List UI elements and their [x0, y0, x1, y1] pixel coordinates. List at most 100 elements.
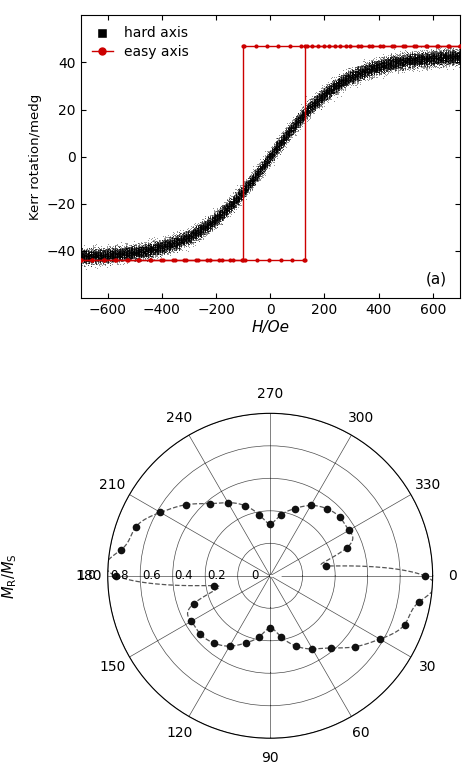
- Point: [222, 205, 230, 217]
- Point: [81, 251, 89, 263]
- Point: [399, 54, 407, 66]
- Point: [161, 241, 169, 253]
- Point: [173, 236, 181, 248]
- Point: [77, 251, 84, 263]
- Point: [196, 228, 204, 240]
- Point: [423, 58, 431, 70]
- Point: [94, 248, 102, 260]
- Point: [205, 215, 213, 228]
- Point: [441, 57, 449, 69]
- Point: [301, 102, 309, 115]
- Point: [173, 237, 181, 249]
- Point: [237, 188, 244, 201]
- Point: [192, 227, 200, 239]
- Point: [91, 250, 99, 262]
- Point: [368, 64, 375, 76]
- Point: [189, 228, 196, 240]
- Point: [294, 115, 301, 127]
- Point: [405, 62, 413, 75]
- Point: [108, 253, 115, 265]
- Point: [207, 220, 214, 232]
- Point: [106, 250, 113, 262]
- Point: [182, 232, 190, 245]
- Point: [156, 241, 164, 253]
- Point: [286, 125, 294, 138]
- Point: [430, 54, 438, 66]
- Point: [281, 129, 288, 141]
- Point: [217, 209, 224, 221]
- Point: [224, 204, 231, 216]
- Point: [285, 135, 292, 147]
- Point: [235, 191, 242, 204]
- Point: [224, 204, 232, 216]
- Point: [404, 53, 411, 65]
- Point: [124, 242, 131, 255]
- Point: [124, 254, 132, 266]
- Point: [184, 239, 192, 251]
- Point: [217, 211, 225, 224]
- Point: [272, 146, 279, 158]
- Point: [235, 195, 243, 207]
- Point: [410, 48, 418, 61]
- Point: [142, 247, 150, 259]
- Point: [397, 58, 405, 71]
- Point: [152, 244, 159, 256]
- Point: [286, 128, 293, 140]
- Point: [262, 150, 270, 162]
- Point: [261, 156, 269, 168]
- Point: [215, 210, 222, 222]
- Point: [358, 68, 366, 80]
- Point: [284, 131, 292, 143]
- Point: [346, 71, 354, 83]
- Point: [367, 60, 375, 72]
- Point: [258, 167, 265, 179]
- Point: [435, 50, 443, 62]
- Point: [113, 246, 121, 258]
- Point: [281, 132, 289, 145]
- Point: [386, 55, 394, 67]
- Point: [429, 52, 437, 65]
- Point: [86, 246, 93, 258]
- Point: [158, 244, 166, 256]
- Point: [242, 181, 250, 193]
- Point: [289, 120, 296, 132]
- Point: [190, 237, 197, 249]
- Point: [273, 146, 280, 158]
- Point: [292, 114, 299, 126]
- Point: [280, 132, 288, 145]
- Point: [406, 56, 413, 68]
- Point: [234, 186, 241, 198]
- Point: [133, 248, 140, 261]
- Point: [447, 47, 454, 59]
- Point: [155, 240, 162, 252]
- Point: [116, 250, 124, 262]
- Point: [247, 180, 255, 192]
- Point: [170, 242, 177, 255]
- Point: [237, 183, 244, 195]
- Point: [83, 252, 91, 265]
- Point: [329, 85, 337, 97]
- Point: [274, 143, 282, 155]
- Point: [310, 95, 318, 108]
- Point: [356, 67, 363, 79]
- Point: [454, 55, 461, 67]
- Point: [109, 248, 117, 260]
- Point: [439, 49, 447, 62]
- Point: [438, 46, 446, 58]
- Point: [92, 256, 100, 268]
- Point: [94, 253, 101, 265]
- Point: [154, 245, 162, 258]
- Point: [398, 63, 406, 75]
- Point: [344, 70, 352, 82]
- Point: [328, 81, 335, 93]
- Point: [348, 62, 356, 74]
- Point: [134, 246, 141, 258]
- Point: [131, 248, 138, 260]
- Point: [336, 70, 343, 82]
- Point: [335, 82, 343, 95]
- Point: [273, 141, 280, 153]
- Point: [420, 56, 428, 68]
- Point: [296, 120, 303, 132]
- Point: [306, 106, 313, 118]
- Point: [310, 99, 318, 112]
